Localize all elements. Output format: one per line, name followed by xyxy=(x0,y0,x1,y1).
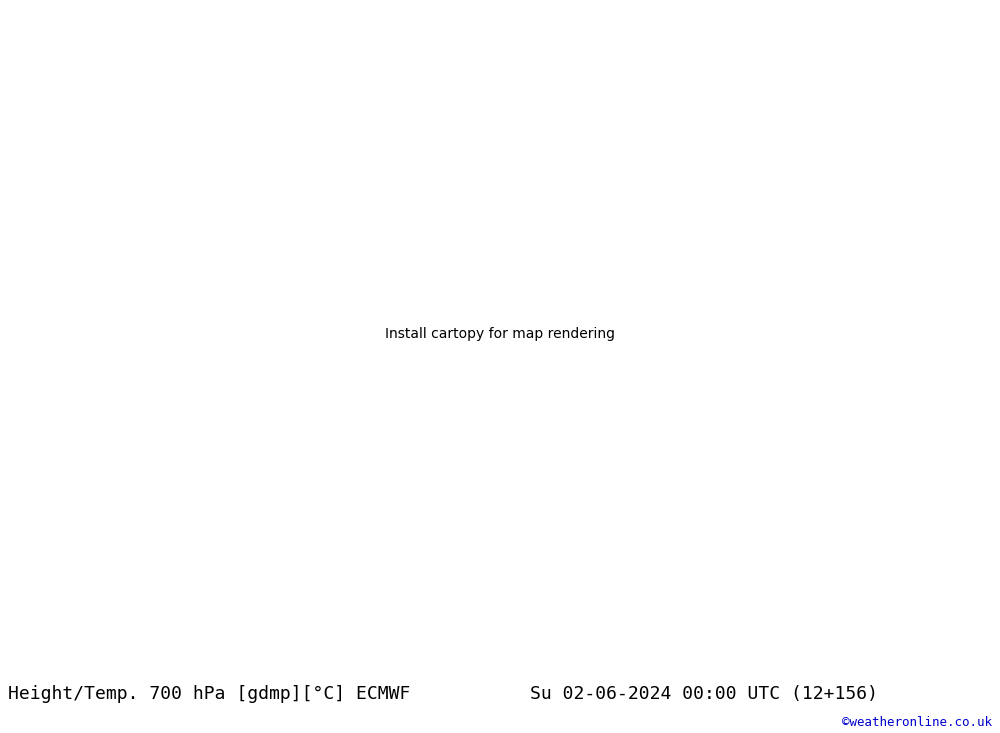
Text: Su 02-06-2024 00:00 UTC (12+156): Su 02-06-2024 00:00 UTC (12+156) xyxy=(530,685,878,703)
Text: Height/Temp. 700 hPa [gdmp][°C] ECMWF: Height/Temp. 700 hPa [gdmp][°C] ECMWF xyxy=(8,685,410,703)
Text: ©weatheronline.co.uk: ©weatheronline.co.uk xyxy=(842,716,992,729)
Text: Install cartopy for map rendering: Install cartopy for map rendering xyxy=(385,326,615,341)
